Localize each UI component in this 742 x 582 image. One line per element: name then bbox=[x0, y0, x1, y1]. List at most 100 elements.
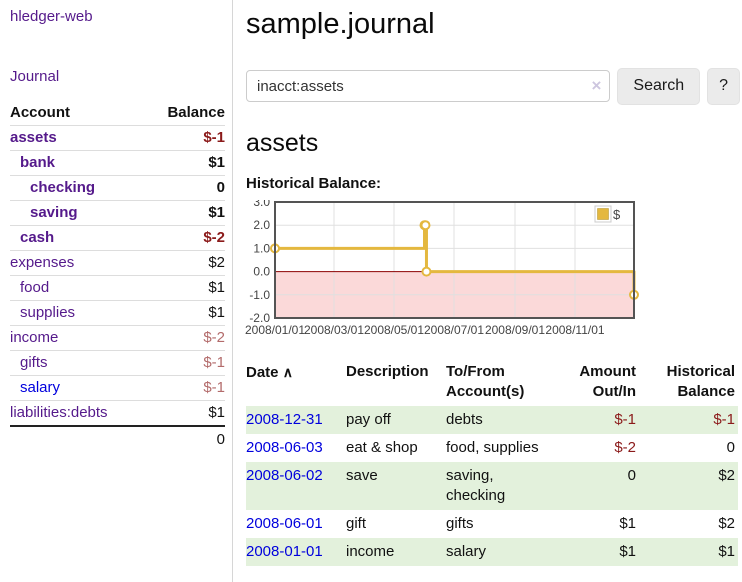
register-row: 2008-06-01 gift gifts $1 $2 bbox=[246, 510, 738, 538]
register-header-accounts: To/From Account(s) bbox=[446, 363, 525, 400]
sidebar-account-balance: $1 bbox=[145, 150, 225, 176]
register-accounts: gifts bbox=[446, 515, 474, 532]
register-balance: $2 bbox=[718, 515, 735, 532]
help-button[interactable]: ? bbox=[707, 67, 740, 105]
register-date-link[interactable]: 2008-06-01 bbox=[246, 515, 323, 532]
sidebar-account-assets[interactable]: assets bbox=[10, 129, 57, 146]
sidebar-account-row: saving $1 bbox=[10, 200, 225, 226]
sidebar-account-row: assets $-1 bbox=[10, 125, 225, 151]
sidebar-account-balance: 0 bbox=[145, 175, 225, 201]
register-accounts: debts bbox=[446, 406, 571, 434]
svg-text:2008/07/01: 2008/07/01 bbox=[424, 323, 484, 337]
sidebar-account-balance: $1 bbox=[145, 300, 225, 326]
main-content: sample.journal × Search ? assets Histori… bbox=[244, 0, 740, 566]
register-date-link[interactable]: 2008-06-03 bbox=[246, 439, 323, 456]
page-title: sample.journal bbox=[246, 8, 435, 40]
chart-title: Historical Balance: bbox=[246, 175, 382, 192]
register-row: 2008-06-02 save saving, checking 0 $2 bbox=[246, 462, 738, 510]
register-description: save bbox=[346, 462, 446, 510]
sidebar-nav: Journal bbox=[10, 68, 225, 85]
register-accounts: salary bbox=[446, 538, 571, 566]
sidebar-account-row: expenses $2 bbox=[10, 250, 225, 276]
sidebar-account-food[interactable]: food bbox=[20, 279, 50, 296]
accounts-table: Account Balance assets $-1 bank $1 check… bbox=[10, 101, 225, 453]
register-header-row: Date ∧ Description To/From Account(s) Am… bbox=[246, 358, 738, 406]
register-amount: $1 bbox=[571, 538, 639, 566]
sort-asc-icon: ∧ bbox=[282, 364, 293, 380]
register-amount: $1 bbox=[619, 515, 636, 532]
register-amount: 0 bbox=[571, 462, 639, 510]
register-header-amount: Amount Out/In bbox=[579, 363, 636, 400]
accounts-header-row: Account Balance bbox=[10, 101, 225, 126]
sidebar-item-journal[interactable]: Journal bbox=[10, 68, 60, 85]
register-table: Date ∧ Description To/From Account(s) Am… bbox=[246, 358, 738, 566]
svg-text:-2.0: -2.0 bbox=[249, 311, 270, 325]
sidebar-account-row: food $1 bbox=[10, 275, 225, 301]
register-description: pay off bbox=[346, 406, 446, 434]
sidebar-account-gifts[interactable]: gifts bbox=[20, 354, 48, 371]
sidebar-account-balance: $1 bbox=[145, 200, 225, 226]
register-date-link[interactable]: 2008-01-01 bbox=[246, 543, 323, 560]
sidebar-account-balance: $-1 bbox=[145, 350, 225, 376]
search-form: × Search ? bbox=[246, 67, 740, 105]
sidebar-account-liabilities-debts[interactable]: liabilities:debts bbox=[10, 404, 108, 421]
register-header-balance: Historical Balance bbox=[666, 363, 735, 400]
sidebar-account-income[interactable]: income bbox=[10, 329, 59, 346]
sidebar-account-row: bank $1 bbox=[10, 150, 225, 176]
accounts-header-balance: Balance bbox=[167, 104, 225, 121]
svg-text:0.0: 0.0 bbox=[253, 265, 270, 279]
accounts-total-value: 0 bbox=[145, 425, 225, 453]
search-button[interactable]: Search bbox=[617, 67, 701, 105]
sidebar-account-row: salary $-1 bbox=[10, 375, 225, 401]
sidebar-account-row: cash $-2 bbox=[10, 225, 225, 251]
register-date-link[interactable]: 2008-12-31 bbox=[246, 411, 323, 428]
accounts-total-spacer bbox=[10, 425, 146, 453]
svg-text:2008/01/01: 2008/01/01 bbox=[245, 323, 305, 337]
sidebar-account-bank[interactable]: bank bbox=[20, 154, 56, 171]
sidebar-account-balance: $1 bbox=[145, 275, 225, 301]
account-title: assets bbox=[246, 129, 319, 157]
sidebar-account-expenses[interactable]: expenses bbox=[10, 254, 75, 271]
sidebar-account-row: supplies $1 bbox=[10, 300, 225, 326]
register-row: 2008-01-01 income salary $1 $1 bbox=[246, 538, 738, 566]
sidebar-account-row: income $-2 bbox=[10, 325, 225, 351]
accounts-header-account: Account bbox=[10, 104, 70, 121]
sidebar-account-row: gifts $-1 bbox=[10, 350, 225, 376]
sidebar-account-cash[interactable]: cash bbox=[20, 229, 55, 246]
sidebar-account-row: checking 0 bbox=[10, 175, 225, 201]
sidebar-account-checking[interactable]: checking bbox=[30, 179, 96, 196]
sidebar-account-balance: $1 bbox=[145, 400, 225, 426]
svg-text:$: $ bbox=[613, 207, 621, 222]
sidebar-account-saving[interactable]: saving bbox=[30, 204, 78, 221]
sidebar-account-salary[interactable]: salary bbox=[20, 379, 61, 396]
clear-search-icon[interactable]: × bbox=[591, 76, 602, 96]
register-row: 2008-12-31 pay off debts $-1 $-1 bbox=[246, 406, 738, 434]
svg-text:2008/05/01: 2008/05/01 bbox=[364, 323, 424, 337]
register-balance: 0 bbox=[726, 439, 735, 456]
search-input[interactable] bbox=[246, 70, 611, 102]
register-header-date[interactable]: Date ∧ bbox=[246, 364, 293, 381]
register-amount: $-2 bbox=[614, 439, 636, 456]
sidebar-account-balance: $-2 bbox=[145, 325, 225, 351]
svg-text:2008/03/01: 2008/03/01 bbox=[304, 323, 364, 337]
historical-balance-chart: $3.0 2.0 1.0 0.0 -1.0 -2.0 2008/01/01 2008/03/0… bbox=[244, 195, 644, 348]
register-header-description: Description bbox=[346, 363, 429, 380]
sidebar: hledger-web Journal Account Balance asse… bbox=[0, 0, 233, 582]
svg-text:2008/11/01: 2008/11/01 bbox=[545, 323, 604, 337]
sidebar-account-supplies[interactable]: supplies bbox=[20, 304, 76, 321]
svg-text:-1.0: -1.0 bbox=[249, 288, 270, 302]
sidebar-account-balance: $-1 bbox=[145, 375, 225, 401]
register-description: gift bbox=[346, 515, 367, 532]
register-description: income bbox=[346, 538, 446, 566]
register-balance: $-1 bbox=[639, 406, 738, 434]
svg-text:3.0: 3.0 bbox=[253, 200, 270, 209]
register-accounts: food, supplies bbox=[446, 439, 539, 456]
svg-text:2.0: 2.0 bbox=[253, 218, 270, 232]
app-brand-link[interactable]: hledger-web bbox=[10, 8, 93, 25]
svg-text:1.0: 1.0 bbox=[253, 241, 270, 255]
register-balance: $1 bbox=[639, 538, 738, 566]
register-description: eat & shop bbox=[346, 439, 418, 456]
register-date-link[interactable]: 2008-06-02 bbox=[246, 467, 323, 484]
sidebar-account-balance: $2 bbox=[145, 250, 225, 276]
register-amount: $-1 bbox=[571, 406, 639, 434]
